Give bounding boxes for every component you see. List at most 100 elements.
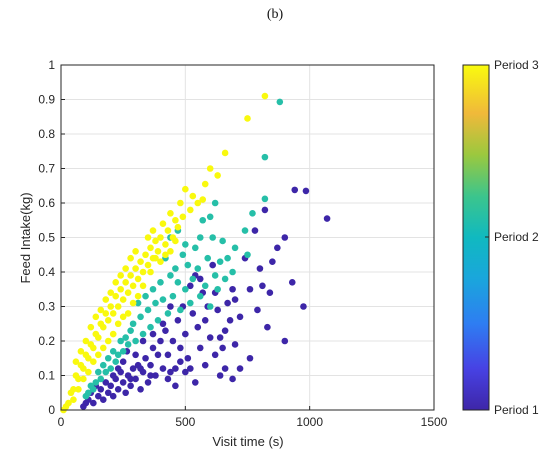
data-point xyxy=(109,348,117,355)
data-point xyxy=(147,361,154,369)
data-point xyxy=(109,372,117,379)
data-point xyxy=(201,361,209,369)
data-point xyxy=(104,389,112,397)
data-point xyxy=(219,344,226,352)
data-point xyxy=(209,261,216,269)
data-point xyxy=(132,375,139,383)
data-point xyxy=(221,327,229,334)
data-point xyxy=(137,365,144,372)
data-point xyxy=(251,227,259,234)
data-point xyxy=(92,379,100,386)
data-point xyxy=(167,210,174,217)
data-point xyxy=(99,396,107,403)
data-point xyxy=(107,289,115,297)
data-point xyxy=(119,379,127,386)
data-point xyxy=(124,310,132,317)
data-point xyxy=(182,285,189,293)
data-point xyxy=(221,149,229,157)
data-point xyxy=(191,244,199,252)
data-point xyxy=(144,379,152,386)
data-point xyxy=(104,337,112,345)
data-point xyxy=(147,323,154,331)
data-point xyxy=(152,299,159,307)
data-point xyxy=(117,272,124,279)
data-point xyxy=(102,310,110,317)
data-point xyxy=(244,115,251,122)
data-point xyxy=(184,261,192,269)
data-point xyxy=(226,317,234,324)
data-point xyxy=(219,237,226,245)
y-tick-label: 0.7 xyxy=(38,162,55,176)
x-axis-label: Visit time (s) xyxy=(212,434,283,449)
data-point xyxy=(149,227,157,234)
data-point xyxy=(174,317,182,324)
data-point xyxy=(231,296,239,303)
y-axis-label: Feed Intake(kg) xyxy=(18,192,33,283)
data-point xyxy=(154,317,162,324)
data-point xyxy=(82,351,90,359)
data-points xyxy=(60,92,331,414)
data-point xyxy=(157,279,164,286)
data-point xyxy=(216,258,224,265)
data-point xyxy=(134,299,142,307)
colorbar-label-period-1: Period 1 xyxy=(494,403,539,417)
series-1 xyxy=(80,186,331,410)
data-point xyxy=(236,313,244,321)
data-point xyxy=(132,248,139,255)
data-point xyxy=(249,210,256,217)
data-point xyxy=(70,396,77,403)
data-point xyxy=(269,258,276,265)
data-point xyxy=(102,379,110,386)
data-point xyxy=(112,292,120,300)
data-point xyxy=(92,330,100,338)
data-point xyxy=(102,296,110,303)
data-point xyxy=(246,285,254,293)
data-point xyxy=(201,317,209,324)
data-point xyxy=(182,185,189,193)
data-point xyxy=(139,337,147,345)
x-tick-label: 0 xyxy=(58,415,65,429)
data-point xyxy=(241,227,249,234)
data-point xyxy=(132,337,139,345)
data-point xyxy=(204,254,212,262)
data-point xyxy=(114,365,122,372)
data-point xyxy=(281,337,289,345)
data-point xyxy=(244,251,251,259)
data-point xyxy=(77,348,85,355)
data-point xyxy=(167,272,174,279)
data-point xyxy=(216,372,224,379)
data-point xyxy=(147,268,154,276)
series-3 xyxy=(60,92,269,414)
data-point xyxy=(256,265,264,272)
series-2 xyxy=(82,98,284,400)
data-point xyxy=(167,248,174,255)
y-tick-label: 0.2 xyxy=(38,334,55,348)
data-point xyxy=(159,296,167,303)
data-point xyxy=(159,320,167,328)
data-point xyxy=(229,268,236,276)
data-point xyxy=(300,303,307,310)
data-point xyxy=(90,358,97,366)
data-point xyxy=(182,368,189,376)
data-point xyxy=(72,358,80,366)
data-point xyxy=(97,320,105,328)
data-point xyxy=(129,299,137,307)
data-point xyxy=(206,213,214,221)
colorbar-label-period-3: Period 3 xyxy=(494,58,539,72)
y-tick-label: 0.1 xyxy=(38,369,55,383)
data-point xyxy=(221,275,229,283)
data-point xyxy=(107,382,115,390)
data-point xyxy=(127,254,134,262)
data-point xyxy=(109,392,117,400)
data-point xyxy=(147,372,154,379)
data-point xyxy=(137,313,144,321)
data-point xyxy=(97,386,105,393)
data-point xyxy=(216,334,224,341)
x-tick-label: 500 xyxy=(175,415,195,429)
data-point xyxy=(187,365,194,372)
data-point xyxy=(117,337,124,345)
data-point xyxy=(162,327,169,334)
data-point xyxy=(127,375,134,383)
y-tick-label: 0.8 xyxy=(38,127,55,141)
data-point xyxy=(137,386,144,393)
